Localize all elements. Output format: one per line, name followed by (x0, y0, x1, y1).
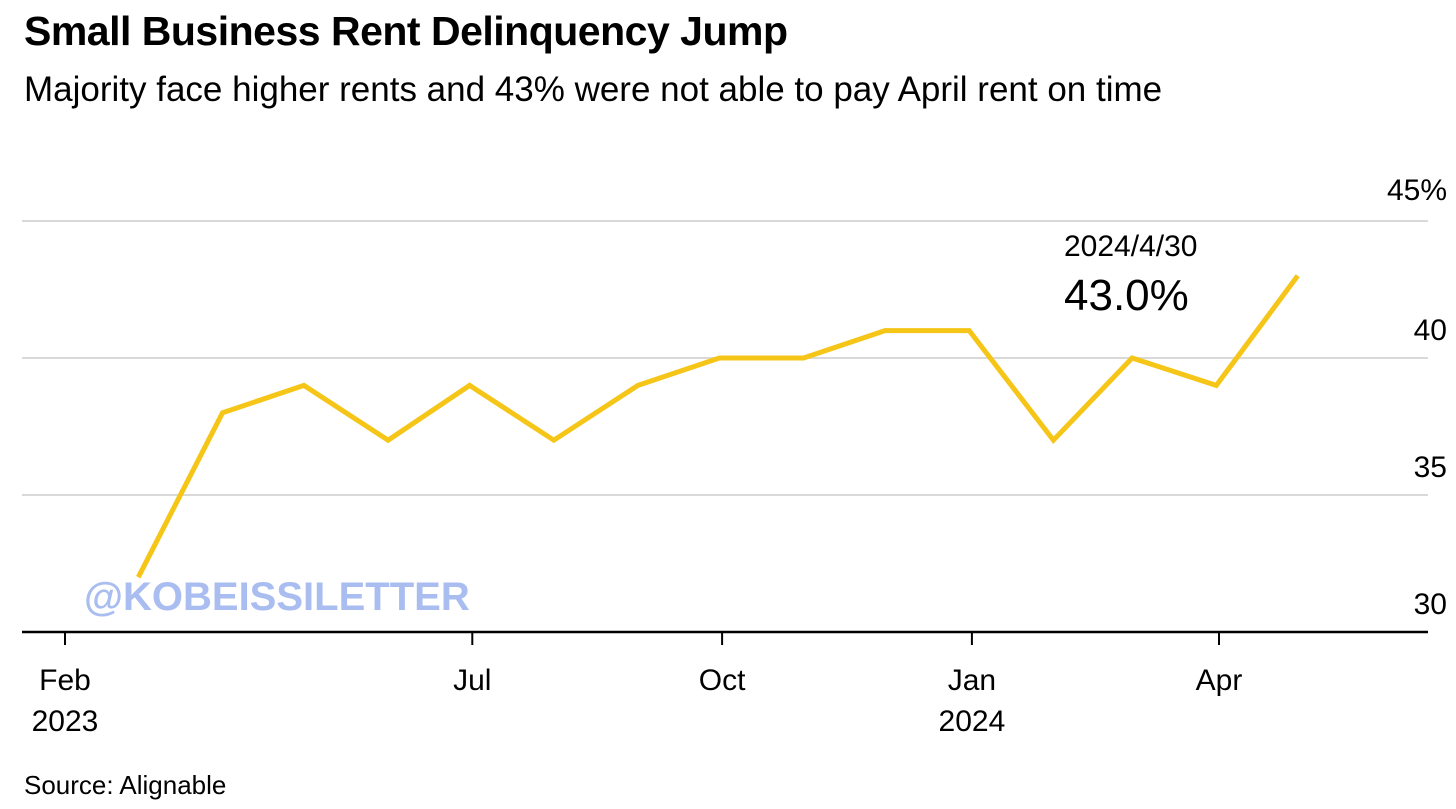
y-tick-label: 40 (1414, 314, 1447, 347)
y-tick-label: 35 (1414, 451, 1447, 484)
annotation-value: 43.0% (1064, 271, 1189, 320)
chart-subtitle: Majority face higher rents and 43% were … (24, 70, 1163, 109)
y-tick-label: 30 (1414, 588, 1447, 621)
last-value-annotation: 2024/4/30 43.0% (1064, 230, 1197, 320)
x-axis: Feb 2023 Jul Oct Jan 2024 Apr (22, 630, 1428, 738)
watermark-text: @KOBEISSILETTER (84, 575, 470, 619)
series-layer (136, 274, 1300, 579)
x-tick-label: Jul (453, 664, 491, 697)
x-tick-label: Feb (39, 664, 91, 697)
x-tick-label: Jan (948, 664, 996, 697)
x-tick-year-label: 2024 (939, 705, 1006, 738)
series-line (136, 274, 1300, 579)
x-tick-label: Apr (1196, 664, 1243, 697)
y-axis: 30 35 40 45% (1387, 174, 1447, 621)
source-note: Source: Alignable (24, 770, 227, 800)
annotation-date: 2024/4/30 (1064, 230, 1197, 263)
x-tick-year-label: 2023 (32, 705, 99, 738)
x-tick-label: Oct (699, 664, 746, 697)
y-tick-label: 45% (1387, 174, 1447, 207)
chart-title: Small Business Rent Delinquency Jump (24, 8, 788, 54)
